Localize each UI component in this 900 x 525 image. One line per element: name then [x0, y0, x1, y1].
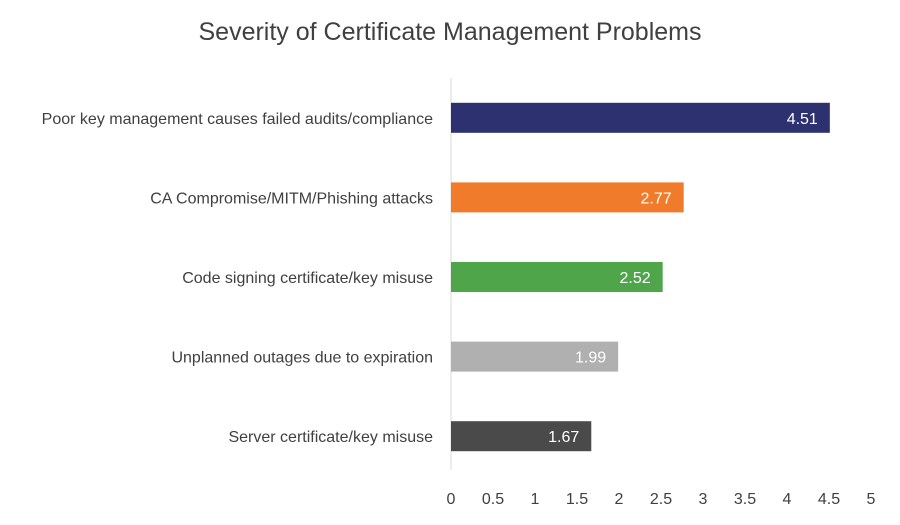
- bar: [451, 262, 663, 292]
- x-tick-label: 3.5: [734, 491, 756, 508]
- x-tick-label: 3: [699, 491, 708, 508]
- x-tick-label: 4: [783, 491, 792, 508]
- x-tick-label: 2.5: [650, 491, 672, 508]
- x-tick-label: 1: [531, 491, 540, 508]
- data-label: 1.99: [575, 350, 606, 367]
- bar: [451, 421, 592, 452]
- chart-title: Severity of Certificate Management Probl…: [198, 18, 702, 46]
- data-label: 2.52: [620, 270, 651, 287]
- x-tick-label: 0.5: [482, 491, 504, 508]
- category-label: Server certificate/key misuse: [228, 429, 433, 446]
- bar: [451, 102, 830, 133]
- bar: [451, 341, 619, 372]
- x-tick-label: 2: [615, 491, 624, 508]
- category-label: Unplanned outages due to expiration: [171, 350, 433, 367]
- data-label: 1.67: [548, 429, 579, 446]
- bar: [451, 182, 684, 213]
- x-tick-label: 1.5: [566, 491, 588, 508]
- data-label: 2.77: [641, 190, 672, 207]
- data-label: 4.51: [787, 111, 818, 128]
- x-tick-label: 0: [447, 491, 456, 508]
- category-label: Poor key management causes failed audits…: [42, 111, 433, 128]
- x-tick-label: 5: [867, 491, 876, 508]
- x-tick-label: 4.5: [818, 491, 840, 508]
- category-label: Code signing certificate/key misuse: [182, 270, 433, 287]
- category-label: CA Compromise/MITM/Phishing attacks: [150, 190, 433, 207]
